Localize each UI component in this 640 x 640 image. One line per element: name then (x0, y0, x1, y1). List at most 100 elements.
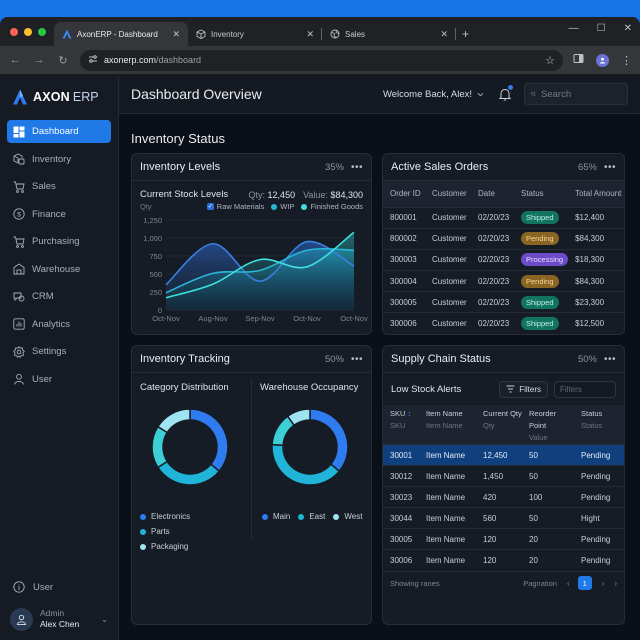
table-row[interactable]: 800002 Customer 02/20/23 Pending $84,300 (383, 227, 624, 250)
svg-text:Aug-Nov: Aug-Nov (198, 314, 227, 323)
brand-logo[interactable]: AXON ERP (0, 75, 118, 120)
welcome-menu[interactable]: Welcome Back, Alex! (383, 89, 484, 100)
search-box[interactable] (524, 83, 628, 105)
table-row[interactable]: 30005 Item Name 120 20 Pending (383, 528, 624, 550)
legend-finished-goods[interactable]: Finished Goods (301, 202, 363, 211)
profile-icon[interactable] (596, 53, 609, 67)
tab-sales[interactable]: Sales ✕ (322, 22, 456, 46)
filters-button[interactable]: Filters (499, 380, 548, 398)
column-header[interactable]: Reorder Point Value (522, 405, 574, 445)
table-row[interactable]: 30001 Item Name 12,450 50 Pending (383, 444, 624, 466)
svg-text:1,000: 1,000 (143, 234, 162, 243)
column-header[interactable]: Total Amount (568, 181, 624, 207)
crm-icon (13, 291, 25, 303)
notifications-button[interactable] (498, 85, 513, 101)
sidebar-item-crm[interactable]: CRM (7, 285, 111, 308)
tab-inventory[interactable]: Inventory ✕ (188, 22, 322, 46)
checkbox-checked-icon[interactable]: ✓ (206, 203, 214, 210)
sidebar-item-purchasing[interactable]: Purchasing (7, 230, 111, 253)
prev-page-button[interactable]: ‹ (566, 578, 570, 588)
search-input[interactable] (541, 88, 621, 100)
profile-menu[interactable]: Admin Alex Chen ⌄ (0, 606, 118, 640)
filters-input[interactable] (554, 380, 616, 398)
table-row[interactable]: 800001 Customer 02/20/23 Shipped $12,400 (383, 206, 624, 229)
more-options-icon[interactable]: ••• (350, 353, 363, 365)
column-header[interactable]: Status (514, 181, 569, 207)
sidebar-item-settings[interactable]: Settings (7, 340, 111, 363)
reorder-point: 50 (522, 465, 574, 487)
sidebar-item-inventory[interactable]: Inventory (7, 148, 111, 171)
zoom-window-button[interactable] (38, 28, 46, 36)
page-1-button[interactable]: 1 (577, 576, 592, 590)
bookmark-star-icon[interactable]: ☆ (545, 54, 555, 67)
column-header-sku[interactable]: SKU ↕ SKU (383, 405, 419, 445)
close-tab-icon[interactable]: ✕ (172, 28, 180, 39)
url-field[interactable]: axonerp.com /dashboard ☆ (80, 49, 563, 71)
bell-icon (499, 88, 511, 100)
tab-dashboard[interactable]: AxonERP - Dashboard ✕ (54, 22, 188, 46)
browser-window: AxonERP - Dashboard ✕ Inventory ✕ Sales … (0, 17, 640, 640)
legend-wip[interactable]: WIP (271, 202, 294, 211)
minimize-window-button[interactable] (24, 28, 32, 36)
table-row[interactable]: 30023 Item Name 420 100 Pending (383, 486, 624, 508)
order-id: 300003 (383, 248, 425, 271)
status-badge: Pending (521, 274, 559, 288)
sidebar-item-finance[interactable]: $ Finance (7, 203, 111, 226)
close-icon[interactable]: ✕ (623, 23, 632, 34)
more-options-icon[interactable]: ••• (350, 161, 363, 173)
supply-chain-panel: Supply Chain Status 50% ••• Low Stock Al… (382, 345, 625, 625)
sidebar-item-user[interactable]: User (7, 368, 111, 391)
table-row[interactable]: 300003 Customer 02/20/23 Processing $18,300 (383, 248, 624, 271)
avatar (10, 607, 33, 631)
customer: Customer (425, 227, 471, 250)
more-options-icon[interactable]: ••• (603, 161, 616, 173)
table-footer: Showing ranes Pagnation ‹ 1 › › (383, 570, 624, 595)
column-header[interactable]: Order ID (383, 181, 425, 207)
panel-title: Active Sales Orders (391, 161, 489, 173)
table-row[interactable]: 300005 Customer 02/20/23 Shipped $23,300 (383, 291, 624, 313)
chevron-down-icon: ⌄ (101, 614, 108, 624)
close-tab-icon[interactable]: ✕ (306, 28, 314, 39)
current-qty: 1,450 (476, 465, 522, 487)
new-tab-button[interactable]: + (462, 27, 470, 41)
table-row[interactable]: 300004 Customer 02/20/23 Pending $84,300 (383, 270, 624, 292)
app-root: AXON ERP Dashboard Inventory Sales $ Fin… (0, 75, 640, 640)
reorder-point: 20 (522, 528, 574, 550)
user-icon (16, 614, 27, 625)
sidebar-item-dashboard[interactable]: Dashboard (7, 120, 111, 143)
column-header[interactable]: Item Name Item Name (419, 405, 476, 445)
close-tab-icon[interactable]: ✕ (440, 28, 448, 39)
table-row[interactable]: 30006 Item Name 120 20 Pending (383, 549, 624, 571)
panel-title: Supply Chain Status (391, 353, 491, 365)
side-panel-icon[interactable] (573, 51, 584, 69)
column-header[interactable]: Date (471, 181, 514, 207)
table-row[interactable]: 30044 Item Name 560 50 Hight (383, 507, 624, 529)
site-settings-icon[interactable] (88, 54, 98, 66)
column-header[interactable]: Customer (425, 181, 471, 207)
close-window-button[interactable] (10, 28, 18, 36)
reload-icon[interactable]: ↻ (58, 54, 68, 67)
total-amount: $23,300 (568, 291, 624, 313)
forward-icon[interactable]: → (33, 54, 45, 66)
browser-menu-icon[interactable]: ⋮ (621, 54, 632, 67)
sidebar-item-analytics[interactable]: Analytics (7, 313, 111, 336)
reorder-point: 20 (522, 549, 574, 571)
sidebar-item-sales[interactable]: Sales (7, 175, 111, 198)
sidebar-item-warehouse[interactable]: Warehouse (7, 258, 111, 281)
maximize-icon[interactable]: ☐ (596, 23, 606, 34)
table-row[interactable]: 30012 Item Name 1,450 50 Pending (383, 465, 624, 487)
last-page-button[interactable]: › (614, 578, 617, 588)
legend-raw-materials[interactable]: ✓ Raw Materials (206, 202, 265, 211)
column-header[interactable]: Status Status (574, 405, 624, 445)
table-row[interactable]: 300006 Customer 02/20/23 Shipped $12,500 (383, 312, 624, 334)
next-page-button[interactable]: › (601, 578, 605, 588)
customer: Customer (425, 312, 471, 334)
sidebar-user-info[interactable]: User (0, 576, 118, 598)
minimize-icon[interactable]: — (568, 23, 579, 34)
more-options-icon[interactable]: ••• (603, 353, 616, 365)
inventory-levels-panel: Inventory Levels 35% ••• Current Stock L… (131, 153, 372, 335)
stock-qty: Qty: 12,450 (248, 189, 296, 200)
sku: 30001 (383, 444, 419, 466)
column-header[interactable]: Current Qty Qty (476, 405, 522, 445)
back-icon[interactable]: ← (9, 54, 21, 66)
